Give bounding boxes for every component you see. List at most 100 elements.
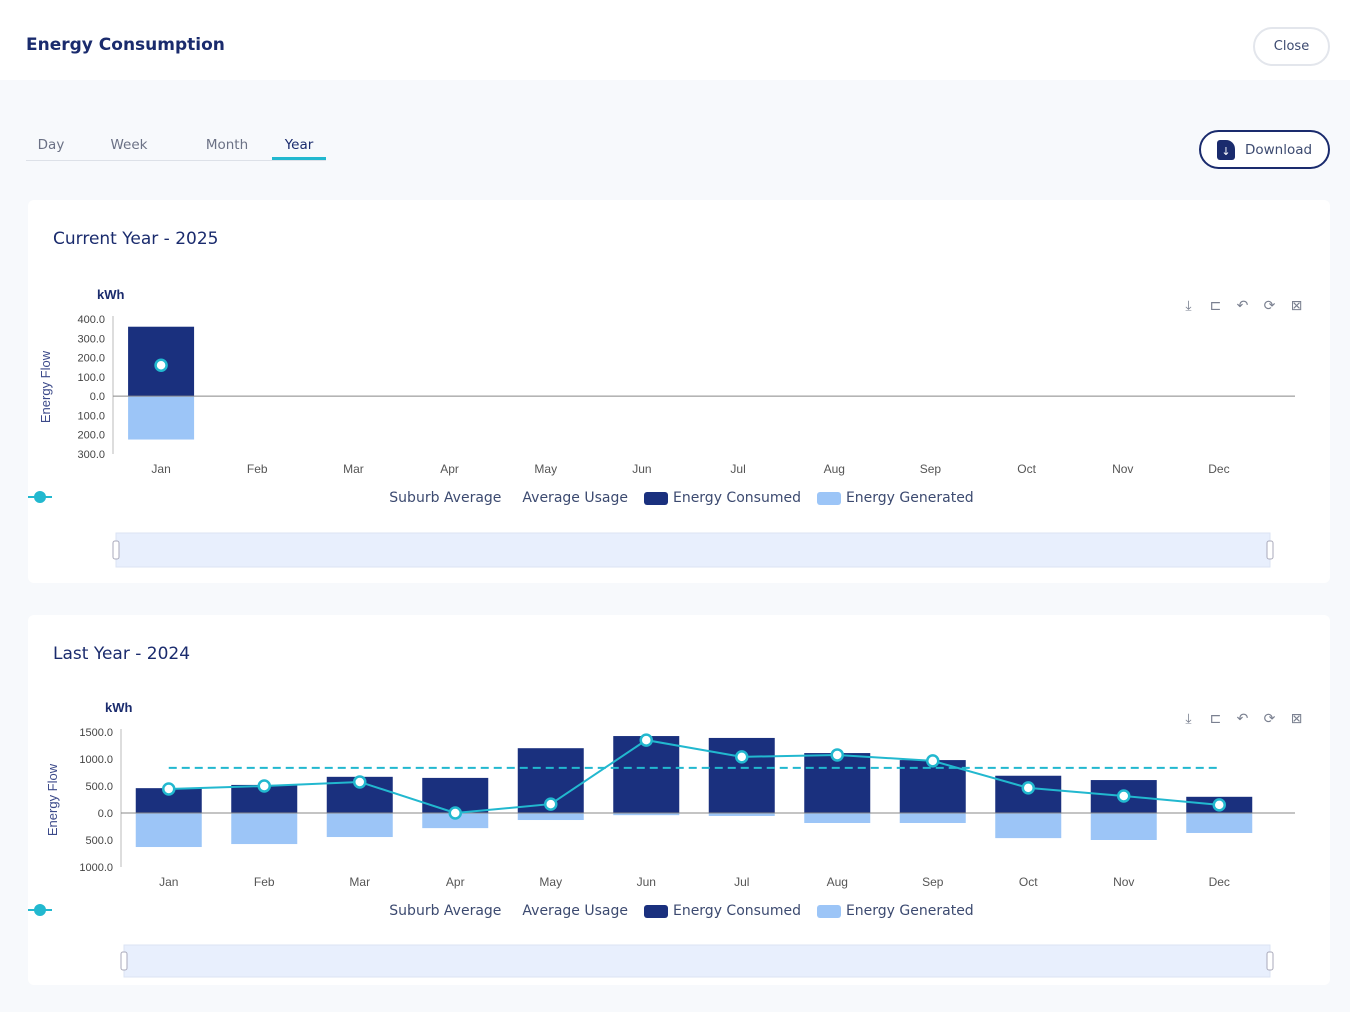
bar-generated [708,813,775,816]
suburb-average-point [353,775,367,789]
y-tick-label: 400.0 [77,314,105,326]
legend-energy-consumed[interactable]: Energy Consumed [643,490,801,506]
suburb-average-point [639,733,653,747]
legend-average-usage[interactable]: Average Usage [28,903,628,919]
tab-month[interactable]: Month [205,137,249,153]
legend-suburb-average[interactable]: Suburb Average [28,903,502,919]
legend-average-usage[interactable]: Average Usage [28,490,628,506]
x-tick-label: Sep [922,875,944,889]
slider-handle-left[interactable] [112,540,120,560]
x-tick-label: Nov [1112,462,1133,476]
x-tick-label: Jun [632,462,651,476]
zoom-slider[interactable] [123,944,1271,978]
suburb-average-line [168,739,1220,815]
bar-generated [135,813,202,848]
select-icon[interactable]: ⊠ [1290,710,1303,727]
download-button[interactable]: ↓ Download [1199,130,1330,169]
bar-consumed [804,753,871,813]
legend-label: Energy Consumed [672,903,801,919]
legend-suburb-average[interactable]: Suburb Average [28,490,501,506]
bar-generated [422,813,489,829]
zoom-icon[interactable]: ⊏ [1209,710,1222,727]
x-tick-label: Aug [824,462,845,476]
y-tick-label: 100.0 [77,372,105,384]
legend-energy-generated[interactable]: Energy Generated [816,490,974,506]
slider-handle-left[interactable] [120,951,128,971]
y-tick-label: 0.0 [98,808,113,820]
y-tick-label: 500.0 [85,835,113,847]
y-axis-unit: kWh [97,287,125,302]
y-tick-label: 1000.0 [79,754,113,766]
x-tick-label: Aug [827,875,848,889]
download-label: Download [1244,141,1313,158]
suburb-average-point [1212,798,1226,812]
zoom-reset-icon[interactable]: ↶ [1236,710,1249,727]
y-tick-label: 300.0 [77,333,105,345]
tab-year[interactable]: Year [272,130,326,160]
last-year-card: Last Year - 2024 kWh Energy Flow 1500.0 100… [28,615,1330,985]
suburb-average-point [1117,789,1131,803]
legend-symbol-icon [816,491,841,505]
current-year-chart: kWh Energy Flow 400.0 300.0 200.0 100.0 0.0 100… [38,287,1295,568]
x-tick-label: Jan [159,875,178,889]
x-tick-label: Apr [446,875,465,889]
suburb-average-point [257,779,271,793]
y-axis-unit: kWh [105,700,133,715]
bar-generated [128,396,195,440]
x-tick-label: Feb [254,875,275,889]
y-tick-label: 200.0 [77,353,105,365]
legend-label: Suburb Average [389,903,502,919]
x-tick-label: May [534,462,557,476]
y-tick-label: 500.0 [85,781,113,793]
y-axis-label: Energy Flow [38,350,53,423]
legend-label: Average Usage [522,490,628,506]
last-year-chart: kWh Energy Flow 1500.0 1000.0 500.0 0.0 500.0 1… [45,700,1295,978]
slider-handle-right[interactable] [1266,540,1274,560]
suburb-average-point [926,754,940,768]
download-icon[interactable]: ⤓ [1185,710,1192,727]
suburb-average-point [1021,781,1035,795]
close-button[interactable]: Close [1253,27,1330,66]
x-tick-label: Apr [440,462,459,476]
zoom-icon[interactable]: ⊏ [1209,297,1222,314]
x-tick-label: Feb [247,462,268,476]
y-tick-label: 1500.0 [79,727,113,739]
legend-energy-consumed[interactable]: Energy Consumed [643,903,801,919]
restore-icon[interactable]: ⟳ [1263,710,1276,727]
legend-symbol-icon [816,904,841,918]
select-icon[interactable]: ⊠ [1290,297,1303,314]
bar-consumed [613,736,680,813]
y-tick-label: 100.0 [77,410,105,422]
x-tick-label: Jun [637,875,656,889]
legend-label: Energy Generated [845,903,974,919]
tab-day[interactable]: Day [37,137,65,153]
y-tick-label: 300.0 [77,449,105,461]
card-title: Current Year - 2025 [53,229,219,249]
download-icon[interactable]: ⤓ [1185,297,1192,314]
x-tick-label: Dec [1208,462,1229,476]
zoom-reset-icon[interactable]: ↶ [1236,297,1249,314]
tab-week[interactable]: Week [110,137,148,153]
x-tick-label: Nov [1113,875,1134,889]
restore-icon[interactable]: ⟳ [1263,297,1276,314]
page-title: Energy Consumption [26,35,225,55]
slider-handle-right[interactable] [1266,951,1274,971]
zoom-slider[interactable] [115,532,1271,568]
legend-energy-generated[interactable]: Energy Generated [816,903,974,919]
x-tick-label: Jul [730,462,745,476]
legend-symbol-icon [643,904,668,918]
legend-label: Average Usage [522,903,628,919]
bar-generated [613,813,680,816]
bar-generated [804,813,871,823]
bar-generated [995,813,1062,839]
bar-generated [517,813,584,821]
y-tick-label: 200.0 [77,430,105,442]
suburb-average-point [162,782,176,796]
y-tick-label: 0.0 [90,391,105,403]
x-tick-label: Mar [343,462,364,476]
bar-generated [899,813,966,823]
x-tick-label: Sep [920,462,942,476]
x-tick-label: Dec [1209,875,1230,889]
x-tick-label: May [539,875,562,889]
legend-symbol-icon [643,491,668,505]
